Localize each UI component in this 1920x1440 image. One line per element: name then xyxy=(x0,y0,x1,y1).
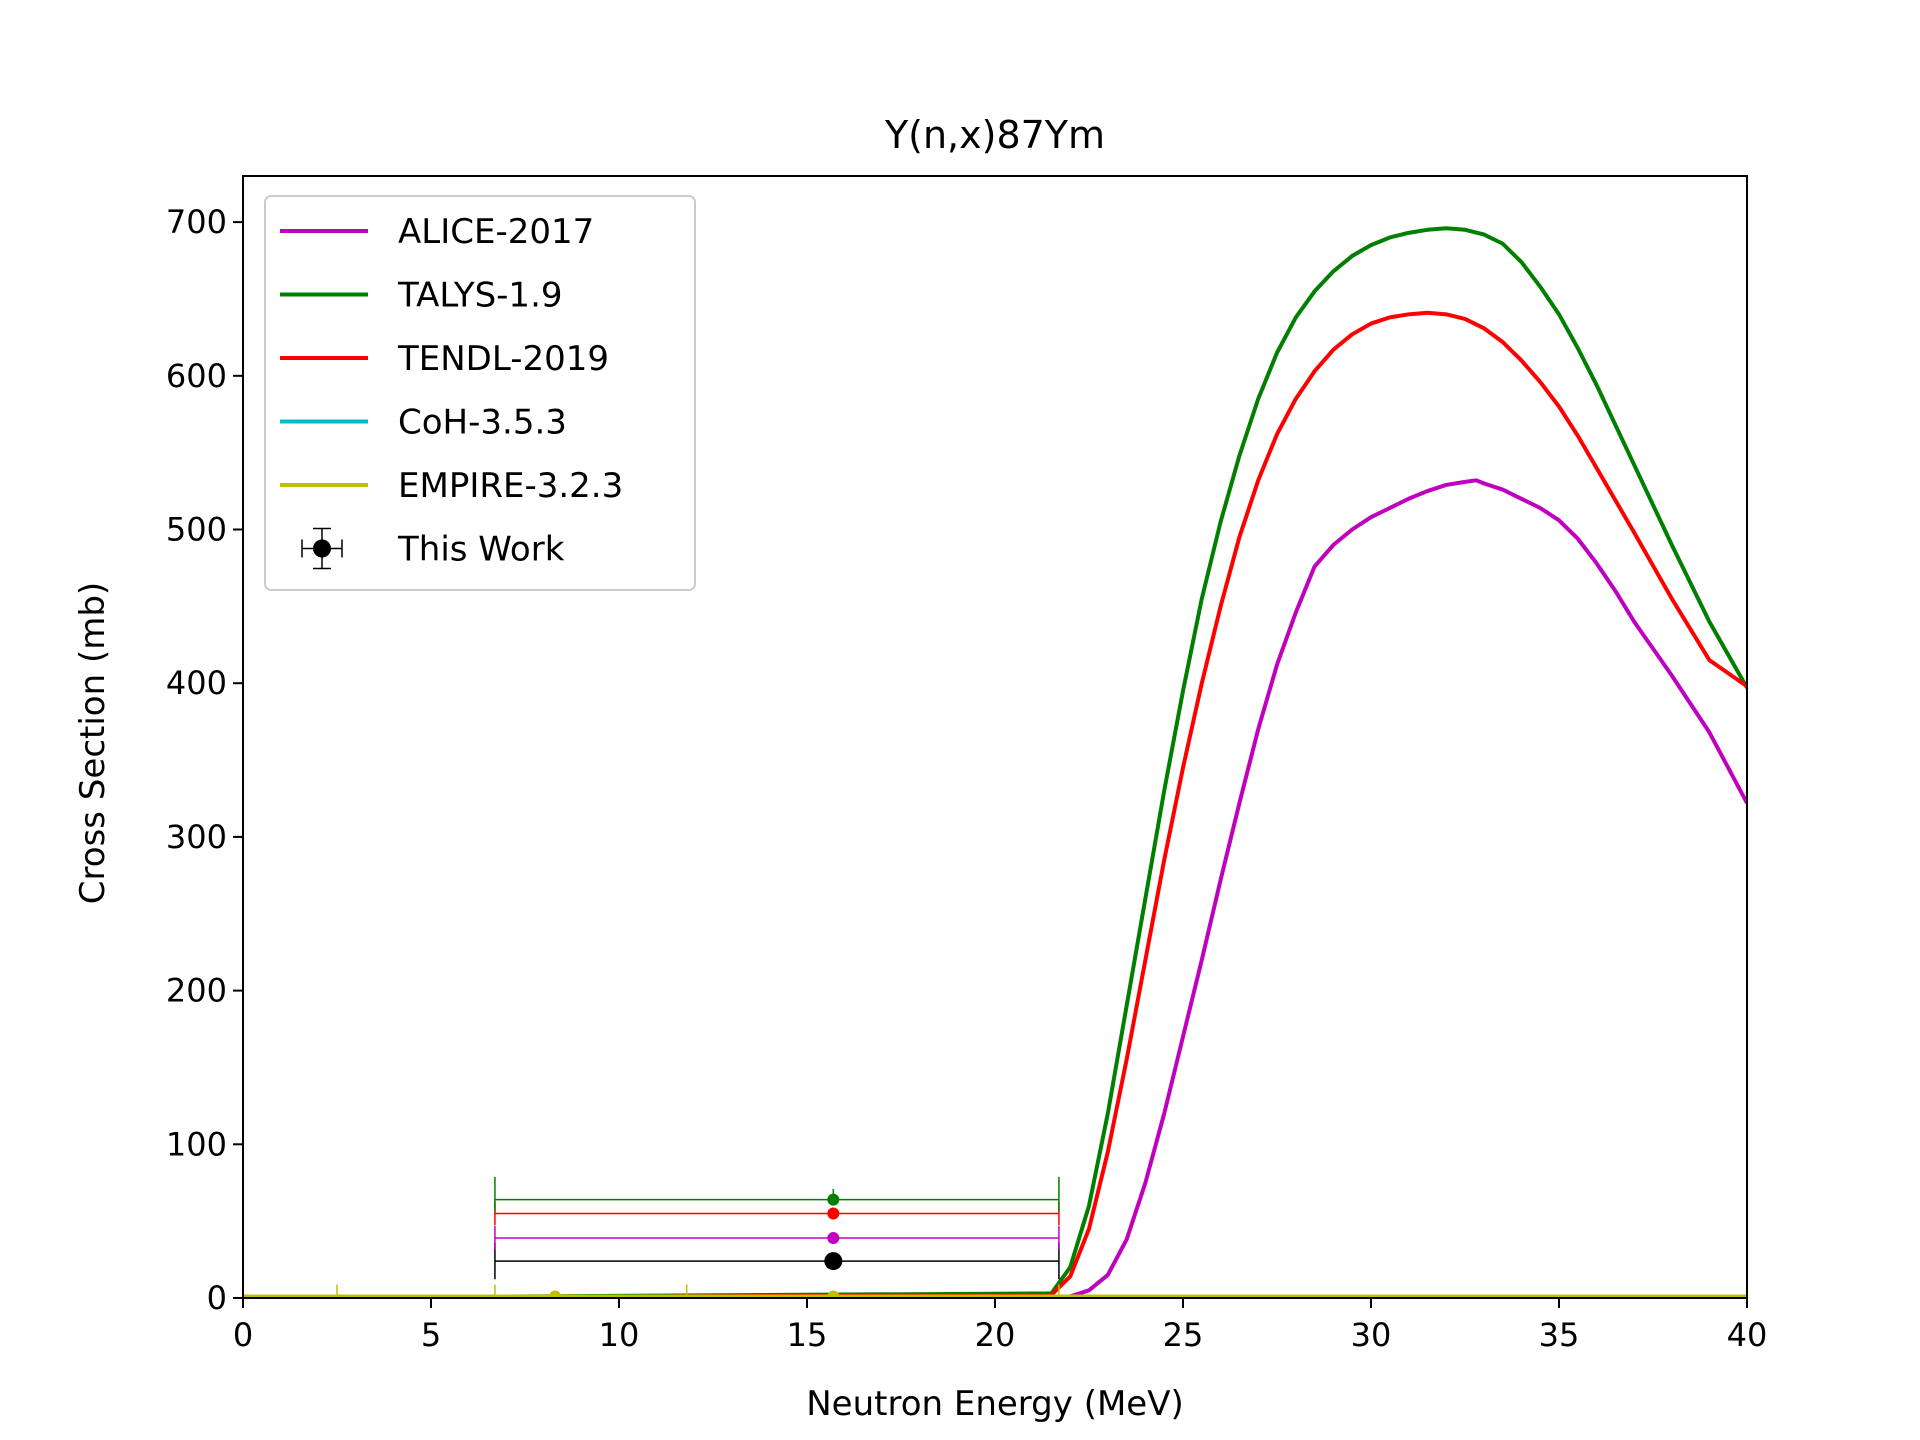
legend-entry: CoH-3.5.3 xyxy=(280,403,567,443)
chart-title: Y(n,x)87Ym xyxy=(884,113,1105,157)
measurement-point-3 xyxy=(494,1176,1060,1212)
y-tick-label: 400 xyxy=(166,664,227,702)
plot-series-group xyxy=(243,226,1747,1298)
x-axis-ticks: 0 5 10 15 20 25 30 35 40 xyxy=(233,1298,1768,1354)
series-line-alice-2017 xyxy=(243,478,1747,1298)
data-marker xyxy=(827,1193,840,1206)
measurement-point-0 xyxy=(494,1242,1060,1280)
legend-label: CoH-3.5.3 xyxy=(398,403,567,443)
legend-label: TENDL-2019 xyxy=(397,339,609,379)
y-tick-label: 100 xyxy=(166,1125,227,1163)
data-marker xyxy=(827,1232,840,1245)
series-line-talys-1-9 xyxy=(243,226,1747,1298)
measurement-point-2 xyxy=(494,1201,1060,1226)
y-axis-ticks: 0 100 200 300 400 500 600 700 xyxy=(166,203,243,1317)
legend-label: This Work xyxy=(397,530,565,570)
legend-entry: ALICE-2017 xyxy=(280,212,594,252)
y-axis-label: Cross Section (mb) xyxy=(73,582,113,904)
data-marker xyxy=(827,1207,840,1220)
plot-area xyxy=(243,226,1747,1298)
y-tick-label: 700 xyxy=(166,203,227,241)
x-tick-label: 15 xyxy=(787,1316,828,1354)
y-tick-label: 0 xyxy=(207,1279,227,1317)
data-marker xyxy=(827,1290,840,1298)
legend-label: EMPIRE-3.2.3 xyxy=(398,466,623,506)
x-tick-label: 35 xyxy=(1539,1316,1580,1354)
x-tick-label: 40 xyxy=(1727,1316,1768,1354)
x-tick-label: 20 xyxy=(975,1316,1016,1354)
x-tick-label: 0 xyxy=(233,1316,253,1354)
data-marker xyxy=(824,1252,843,1271)
x-tick-label: 5 xyxy=(421,1316,441,1354)
x-tick-label: 25 xyxy=(1163,1316,1204,1354)
y-tick-label: 300 xyxy=(166,818,227,856)
measurement-point-1 xyxy=(494,1226,1060,1251)
y-tick-label: 600 xyxy=(166,357,227,395)
x-tick-label: 10 xyxy=(599,1316,640,1354)
legend-label: ALICE-2017 xyxy=(398,212,594,252)
y-tick-label: 200 xyxy=(166,972,227,1010)
legend: ALICE-2017 TALYS-1.9 TENDL-2019 CoH-3.5.3 EM… xyxy=(264,195,696,591)
measurement-point-5 xyxy=(494,1284,1060,1298)
legend-swatch-marker xyxy=(313,539,331,558)
legend-entry: TENDL-2019 xyxy=(280,339,609,379)
x-tick-label: 30 xyxy=(1351,1316,1392,1354)
legend-entry: EMPIRE-3.2.3 xyxy=(280,466,623,506)
legend-label: TALYS-1.9 xyxy=(397,276,563,316)
legend-entry: TALYS-1.9 xyxy=(280,276,563,316)
axes-frame xyxy=(242,175,1748,1299)
y-tick-label: 500 xyxy=(166,511,227,549)
x-axis-label: Neutron Energy (MeV) xyxy=(806,1384,1184,1424)
series-line-tendl-2019 xyxy=(243,310,1747,1298)
legend-entry: This Work xyxy=(301,527,565,570)
legend-box xyxy=(264,195,696,591)
